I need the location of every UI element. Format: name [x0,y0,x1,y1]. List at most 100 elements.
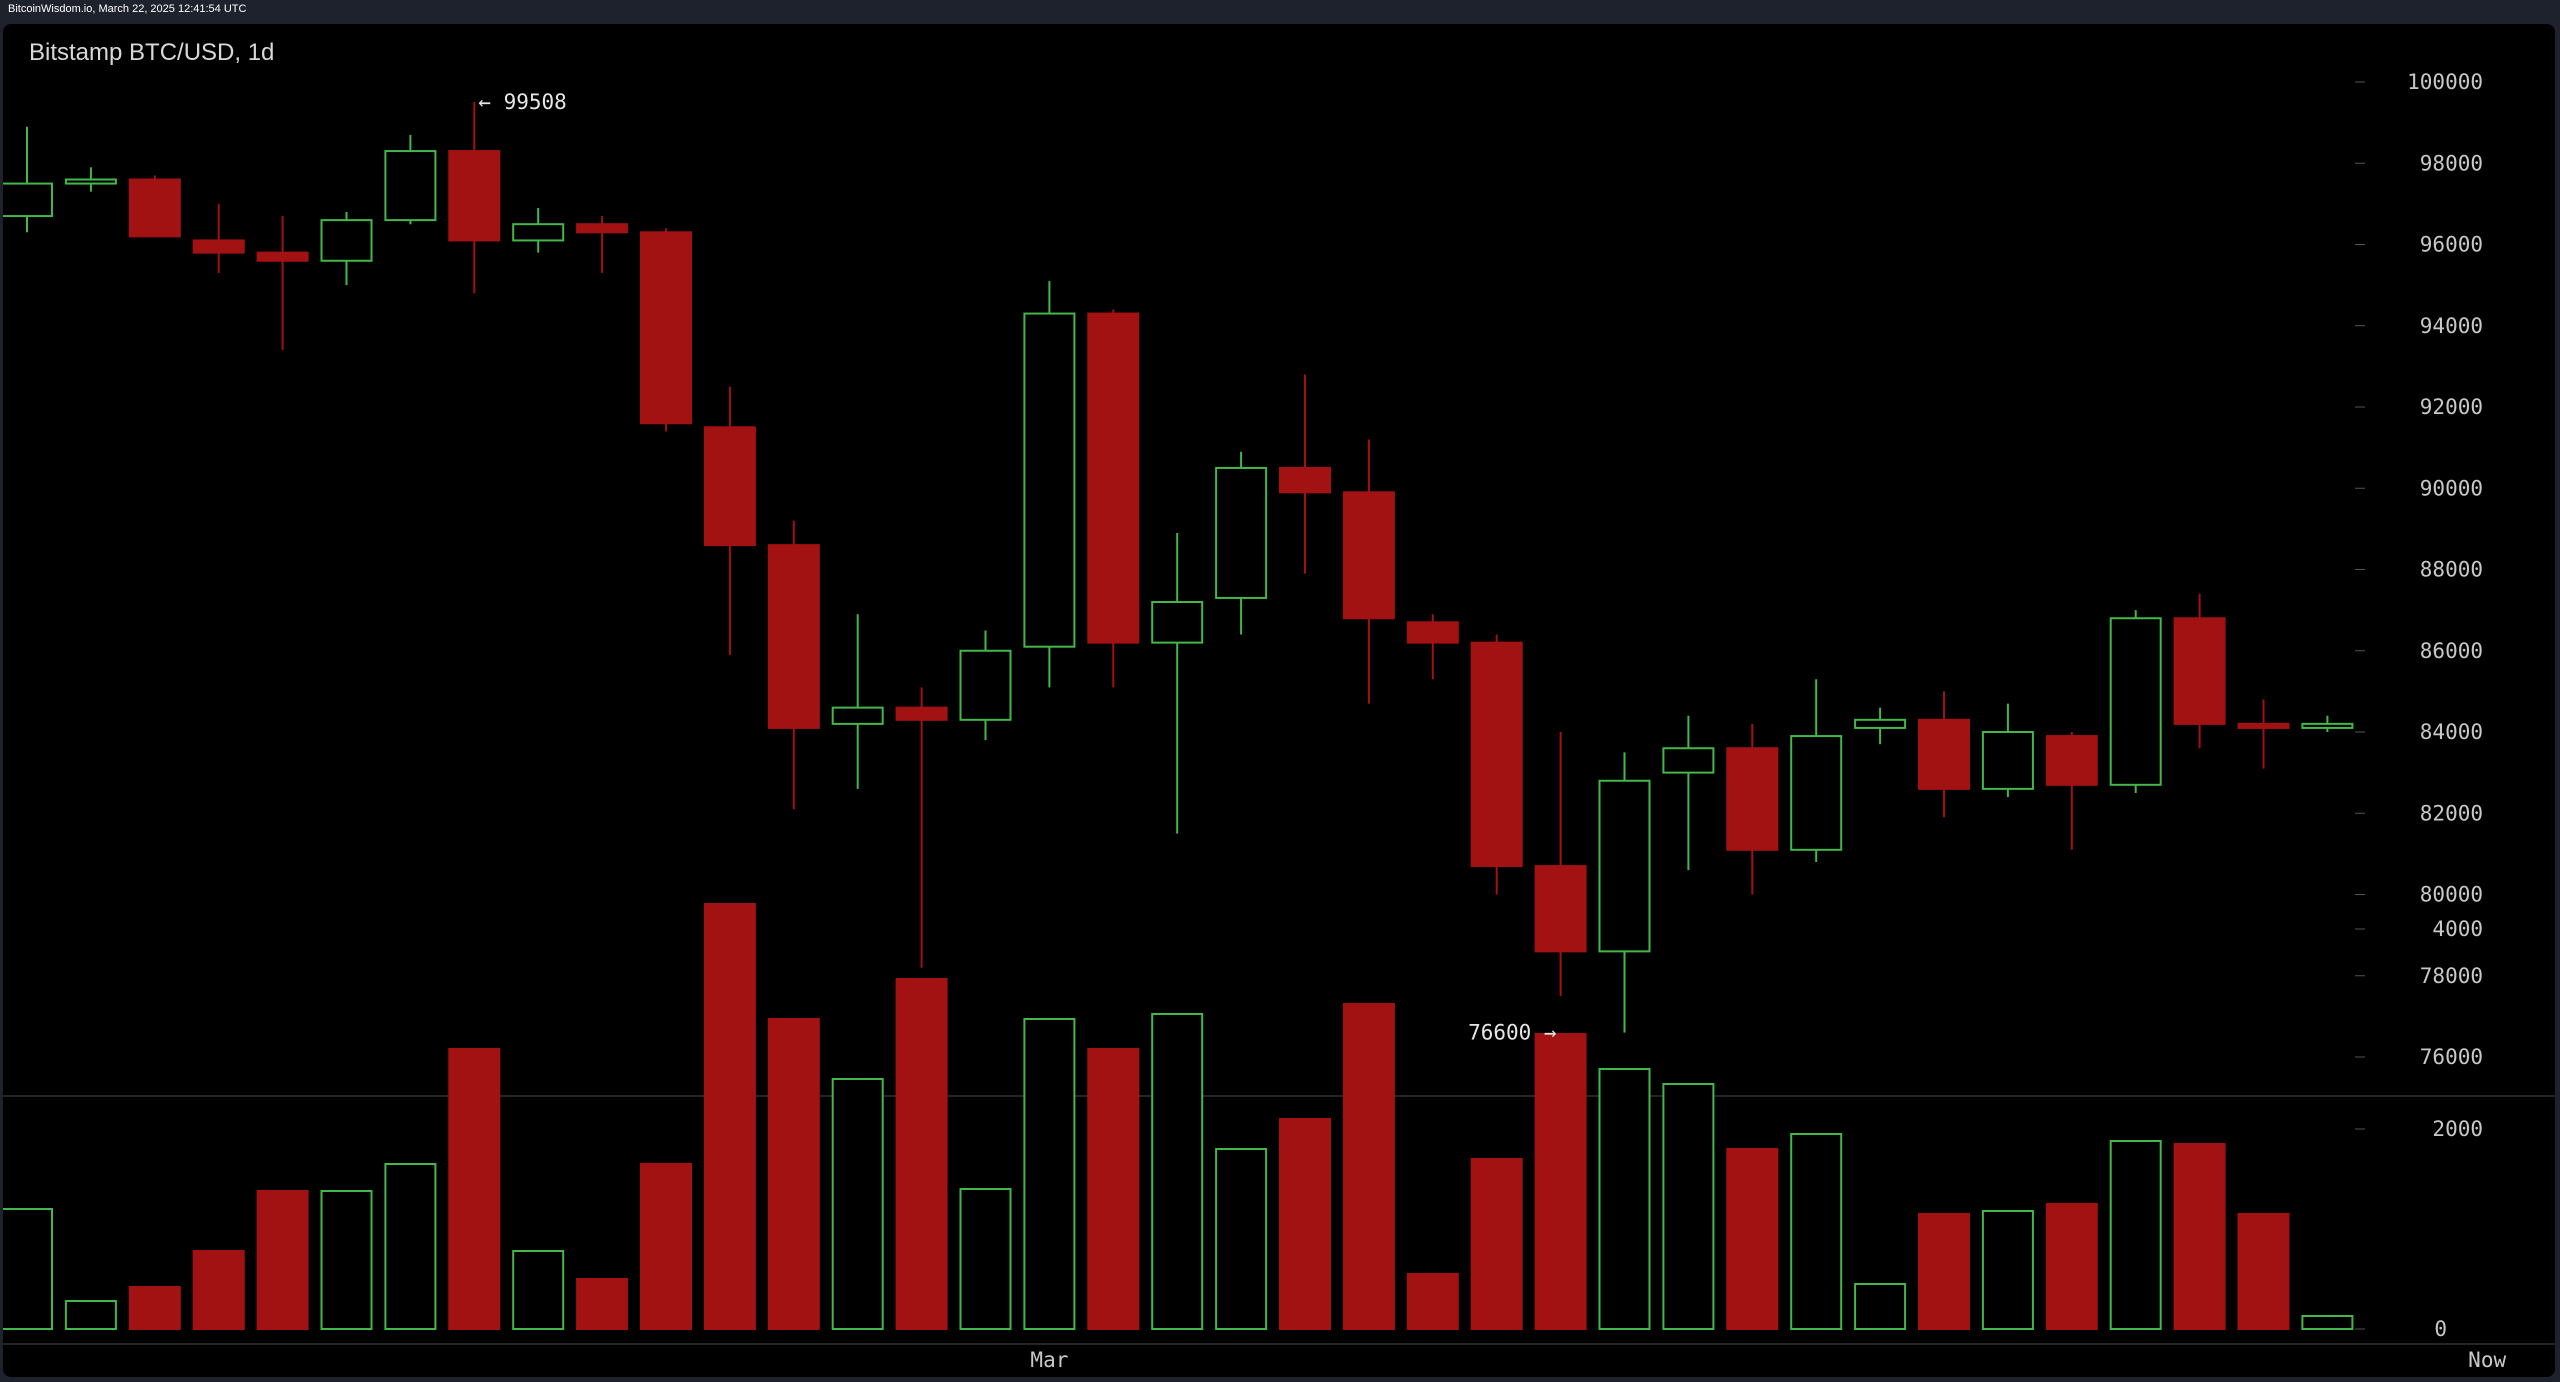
top-bar: BitcoinWisdom.io, March 22, 2025 12:41:5… [0,0,2560,24]
candle[interactable] [1790,679,1843,862]
extreme-price-annotation: 76600 → [1468,1021,1557,1045]
price-axis: 76000 78000 80000 82000 84000 86000 88000 90000… [2355,70,2483,1069]
candle-body [2109,617,2162,786]
volume-bar [1406,1273,1459,1330]
candle[interactable] [128,175,181,238]
candle[interactable] [640,228,692,432]
candle-body [767,544,820,729]
volume-bar [64,1300,117,1330]
price-tick-label: 76000 [2420,1045,2483,1069]
time-axis: Mar Now [1030,1348,2506,1372]
price-tick-label: 94000 [2420,314,2483,338]
volume-tick-label: 0 [2434,1317,2447,1341]
candle-body [959,649,1012,721]
volume-bar [1342,1003,1395,1330]
candle[interactable] [448,101,501,294]
source-timestamp: BitcoinWisdom.io, March 22, 2025 12:41:5… [8,3,247,15]
candle-body [1598,779,1651,953]
candle[interactable] [767,520,820,810]
candle-body [512,223,565,242]
candle[interactable] [2237,699,2290,769]
volume-bar [1726,1148,1779,1330]
candle[interactable] [2109,610,2162,793]
volume-bar [831,1078,884,1330]
volume-bar [2109,1140,2162,1330]
volume-bar [1854,1283,1907,1330]
volume-bar [128,1286,181,1330]
volume-bar [640,1163,692,1330]
candles-group[interactable] [3,101,2354,1033]
price-tick-label: 92000 [2420,395,2483,419]
candle-body [703,426,756,547]
candle-body [320,219,373,262]
chart-panel[interactable]: 76000 78000 80000 82000 84000 86000 88000 90000… [3,24,2555,1377]
candle[interactable] [1151,532,1204,834]
candle[interactable] [1215,451,1268,635]
candle-body [1662,747,1715,774]
candle-body [1534,865,1587,953]
price-tick-label: 78000 [2420,964,2483,988]
candle[interactable] [895,687,948,968]
annotations: ← 99508 76600 → [478,90,1556,1045]
candle[interactable] [1598,752,1651,1033]
volume-axis: 0 2000 4000 [2355,917,2483,1341]
candle[interactable] [1406,614,1459,680]
candle[interactable] [1662,715,1715,871]
volume-bar [576,1278,629,1330]
candle[interactable] [2301,715,2354,732]
candle[interactable] [1279,374,1331,574]
candle-body [1023,312,1076,648]
volume-bar [256,1190,309,1330]
candle[interactable] [1087,309,1140,688]
candle-body [1279,466,1331,494]
candle[interactable] [3,126,53,233]
candle[interactable] [831,614,884,789]
candle[interactable] [1918,691,1970,818]
candle[interactable] [2045,732,2098,850]
candle[interactable] [2173,593,2226,749]
price-tick-label: 80000 [2420,883,2483,907]
volume-bar [2237,1213,2290,1330]
volume-bar [320,1190,373,1330]
volume-bar [1279,1118,1331,1330]
volume-bar [1087,1048,1140,1330]
volume-bar [1918,1213,1970,1330]
candle-body [1470,641,1523,868]
candle-body [2173,617,2226,725]
candlestick-chart[interactable]: 76000 78000 80000 82000 84000 86000 88000 90000… [3,24,2555,1377]
candle-body [1215,466,1268,599]
candle-body [448,150,501,242]
candle-body [576,223,629,234]
candle[interactable] [256,216,309,351]
candle[interactable] [703,386,756,655]
volume-bar [1662,1083,1715,1330]
candle[interactable] [1854,707,1907,745]
candle[interactable] [320,212,373,286]
candle[interactable] [1470,634,1523,895]
volume-bar [767,1018,820,1330]
candle[interactable] [1342,439,1395,704]
candle[interactable] [1726,723,1779,895]
volume-bar [448,1048,501,1330]
extreme-price-annotation: ← 99508 [478,90,567,114]
volume-bar [703,903,756,1330]
candle[interactable] [512,207,565,253]
volume-bar [192,1250,245,1330]
volume-bar [2173,1143,2226,1330]
candle[interactable] [384,134,437,225]
candle-body [1087,312,1140,644]
price-tick-label: 84000 [2420,720,2483,744]
candle[interactable] [576,216,629,273]
candle[interactable] [192,203,245,273]
candle[interactable] [1023,281,1076,688]
volume-bar [1790,1133,1843,1330]
candle[interactable] [1534,732,1587,997]
volume-bar [1151,1013,1204,1330]
candle[interactable] [64,167,117,192]
candle[interactable] [1981,703,2034,797]
volume-bar [2045,1203,2098,1330]
candle[interactable] [959,630,1012,741]
candle-body [64,178,117,185]
candle-body [2237,722,2290,729]
candle-body [2045,735,2098,786]
